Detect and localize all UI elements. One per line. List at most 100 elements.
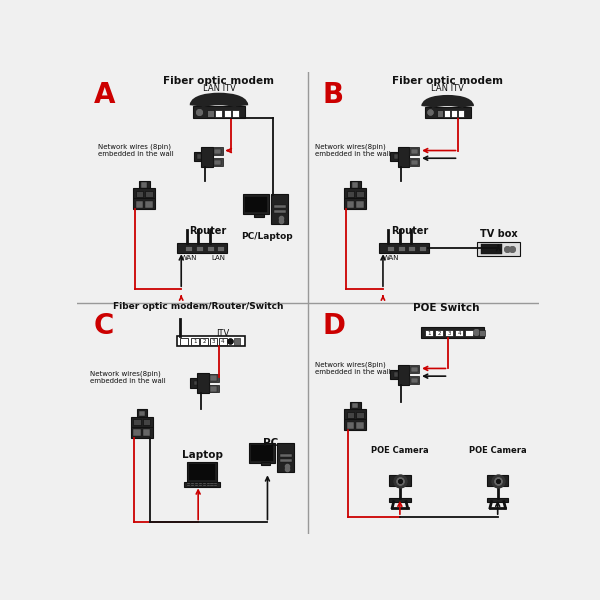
Text: Network wires (8pin)
embedded in the wall: Network wires (8pin) embedded in the wal… xyxy=(98,144,174,157)
Bar xyxy=(206,483,210,484)
Bar xyxy=(209,385,219,392)
Bar xyxy=(219,338,227,344)
Bar xyxy=(145,200,153,208)
Bar xyxy=(409,246,415,251)
Bar xyxy=(410,149,418,154)
Bar xyxy=(410,377,418,383)
Text: LAN ITV: LAN ITV xyxy=(431,85,464,94)
Bar xyxy=(194,381,197,385)
Bar xyxy=(436,330,443,336)
Text: LAN: LAN xyxy=(211,254,225,260)
Bar xyxy=(425,107,471,118)
Bar xyxy=(271,194,288,224)
Bar xyxy=(197,373,209,393)
Bar xyxy=(195,485,198,486)
Text: Network wires(8pin)
embedded in the wall: Network wires(8pin) embedded in the wall xyxy=(91,370,166,383)
Bar xyxy=(206,246,214,251)
Bar xyxy=(199,485,202,486)
Bar xyxy=(410,160,418,165)
Text: Router: Router xyxy=(391,226,428,236)
Bar xyxy=(213,158,223,166)
Bar xyxy=(487,498,508,502)
Bar xyxy=(356,422,364,428)
Bar xyxy=(344,419,366,430)
Bar xyxy=(409,376,419,384)
Bar xyxy=(136,200,143,208)
Bar xyxy=(409,158,419,166)
Bar xyxy=(394,154,398,159)
Bar xyxy=(191,338,199,344)
Text: WAN: WAN xyxy=(383,254,400,260)
Bar xyxy=(136,191,143,197)
Text: Router: Router xyxy=(190,226,227,236)
Bar xyxy=(233,338,240,344)
Bar xyxy=(352,182,358,187)
Bar xyxy=(203,483,206,484)
Bar xyxy=(143,419,151,425)
Bar xyxy=(243,194,269,214)
Bar xyxy=(213,148,223,155)
Bar xyxy=(214,160,221,165)
Text: 1: 1 xyxy=(193,338,197,344)
Bar xyxy=(254,214,263,217)
Bar xyxy=(214,485,217,486)
Bar xyxy=(350,401,361,409)
Bar xyxy=(139,411,145,416)
Text: LAN ITV: LAN ITV xyxy=(203,85,235,94)
Bar xyxy=(194,152,201,161)
Bar xyxy=(419,246,426,251)
Bar xyxy=(206,110,214,116)
Bar xyxy=(398,146,409,167)
Bar xyxy=(251,445,273,461)
Bar xyxy=(390,152,398,161)
Bar xyxy=(200,338,208,344)
Text: POE Switch: POE Switch xyxy=(413,304,479,313)
Bar xyxy=(185,246,192,251)
Bar xyxy=(347,200,355,208)
Bar xyxy=(410,367,418,372)
Bar xyxy=(133,419,141,425)
Bar xyxy=(477,242,520,256)
Text: ITV: ITV xyxy=(216,329,229,338)
Bar xyxy=(215,110,222,116)
Bar xyxy=(394,372,398,377)
Text: A: A xyxy=(94,81,115,109)
Bar xyxy=(274,210,286,213)
Bar xyxy=(274,205,286,208)
Bar xyxy=(131,427,153,438)
Text: PC/Laptop: PC/Laptop xyxy=(241,232,293,241)
Text: Fiber optic modem: Fiber optic modem xyxy=(392,76,503,86)
Bar xyxy=(211,386,217,392)
Bar xyxy=(224,110,230,116)
Bar xyxy=(398,365,409,385)
Bar xyxy=(260,463,270,466)
Text: Network wires(8pin)
embedded in the wall: Network wires(8pin) embedded in the wall xyxy=(315,362,391,375)
Bar xyxy=(425,330,433,336)
Bar xyxy=(347,422,355,428)
Bar xyxy=(437,110,443,116)
Bar xyxy=(133,198,155,209)
Bar xyxy=(178,336,245,346)
Bar xyxy=(187,485,190,486)
Bar xyxy=(193,106,245,118)
Bar xyxy=(344,198,366,209)
Text: Network wires(8pin)
embedded in the wall: Network wires(8pin) embedded in the wall xyxy=(315,144,391,157)
Bar xyxy=(187,461,217,482)
Bar xyxy=(280,458,292,461)
Bar xyxy=(421,327,484,338)
Bar xyxy=(356,200,364,208)
Bar xyxy=(398,246,404,251)
Text: POE Camera: POE Camera xyxy=(469,446,527,455)
Text: D: D xyxy=(323,312,346,340)
Bar xyxy=(466,330,473,336)
Bar xyxy=(199,483,202,484)
Bar xyxy=(249,443,275,463)
Bar xyxy=(280,454,292,457)
Text: PC: PC xyxy=(263,438,278,448)
Bar xyxy=(209,374,219,382)
Bar xyxy=(352,403,358,409)
Bar xyxy=(390,370,398,379)
Bar xyxy=(190,379,197,388)
Bar xyxy=(211,376,217,381)
Text: Fiber optic modem: Fiber optic modem xyxy=(163,76,274,86)
